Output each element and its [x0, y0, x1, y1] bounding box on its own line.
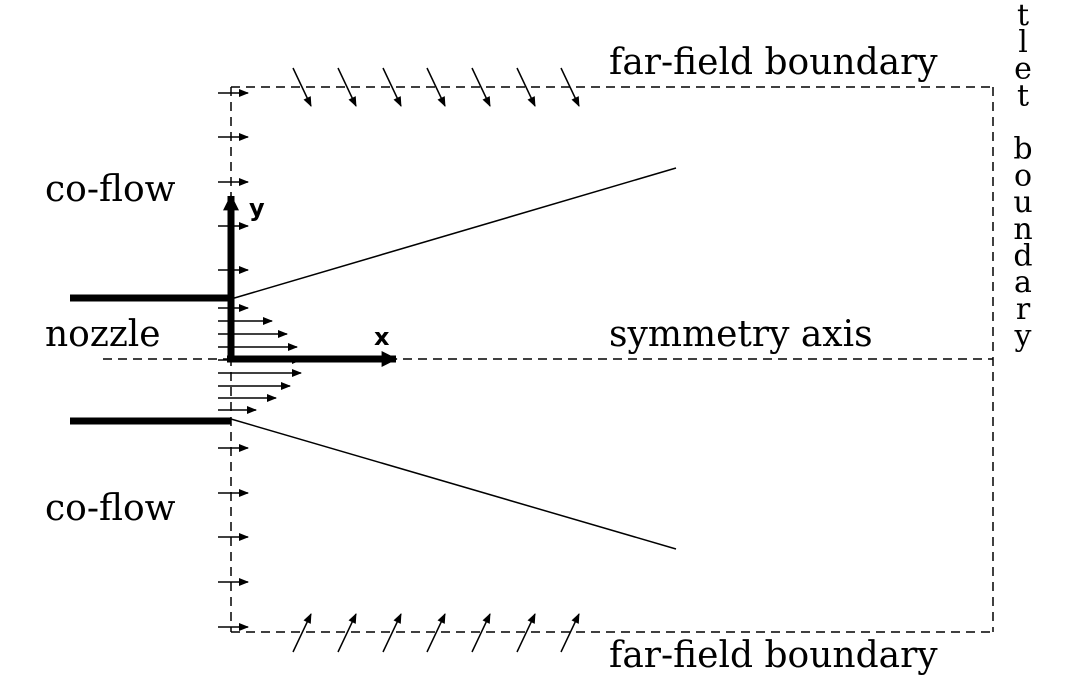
entrainment-arrow [382, 613, 402, 653]
far-field-boundary-top-label: far-field boundary [609, 42, 938, 83]
entrainment-arrow [516, 67, 536, 107]
jet-velocity-profile [218, 304, 302, 414]
symmetry-axis-label: symmetry axis [609, 314, 873, 355]
y-axis-label: y [249, 194, 265, 222]
x-axis-label: x [374, 323, 390, 351]
jet-spreading-line-upper [230, 167, 677, 300]
entrainment-arrow [292, 67, 312, 107]
domain-boundary [103, 86, 994, 633]
far-field-boundary-bottom-label: far-field boundary [609, 635, 938, 676]
entrainment-arrow [426, 613, 446, 653]
entrainment-arrow [337, 67, 357, 107]
entrainment-arrow [382, 67, 402, 107]
co-flow-bottom-label: co-flow [45, 488, 176, 529]
entrainment-arrow [471, 613, 491, 653]
entrainment-arrow [426, 67, 446, 107]
jet-spreading-line-lower [230, 418, 677, 550]
co-flow-top-label: co-flow [45, 169, 176, 210]
nozzle-label: nozzle [45, 314, 161, 355]
entrainment-arrow [292, 613, 312, 653]
entrainment-arrow [471, 67, 491, 107]
entrainment-arrow [516, 613, 536, 653]
entrainment-arrow [337, 613, 357, 653]
entrainment-arrow [560, 67, 580, 107]
far-field-arrows-bottom [292, 613, 580, 653]
entrainment-arrow [560, 613, 580, 653]
outlet-boundary-label: outlet boundary [1006, 0, 1041, 352]
far-field-arrows-top [292, 67, 580, 107]
